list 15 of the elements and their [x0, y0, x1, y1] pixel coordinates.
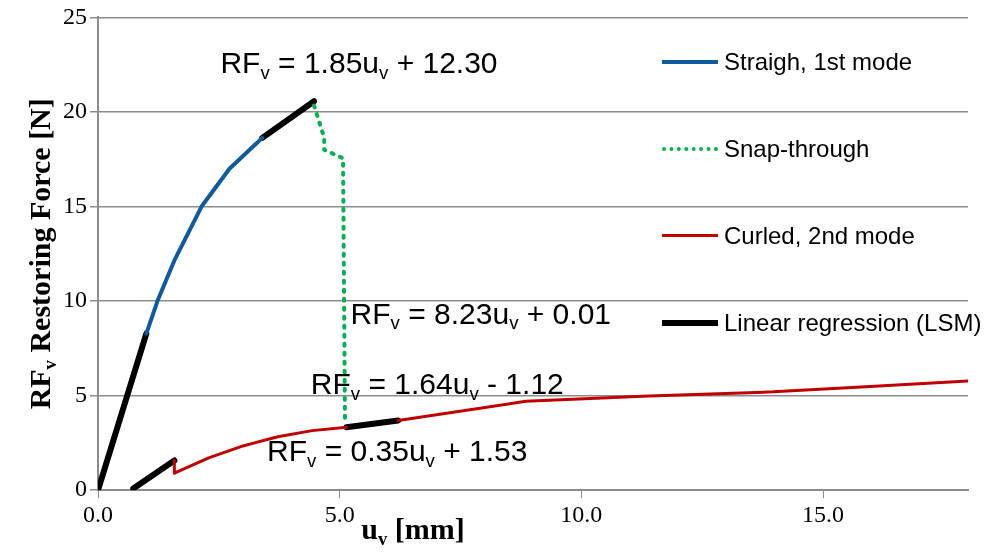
x-tick-label: 10.0	[560, 500, 603, 527]
x-tick-label: 15.0	[802, 500, 844, 527]
y-tick-label: 10	[63, 286, 87, 313]
y-tick-label: 0	[75, 475, 87, 502]
y-tick-label: 20	[63, 97, 87, 124]
y-tick-label: 5	[75, 380, 87, 407]
legend-label: Snap-through	[724, 134, 870, 163]
legend-label: Curled, 2nd mode	[724, 221, 915, 250]
legend-label: Linear regression (LSM)	[724, 308, 982, 337]
y-axis-title: RFv Restoring Force [N]	[22, 98, 60, 410]
y-tick-label: 25	[63, 2, 87, 29]
legend-label: Straigh, 1st mode	[724, 47, 913, 76]
y-tick-label: 15	[63, 191, 87, 218]
x-tick-label: 0.0	[83, 500, 113, 527]
x-tick-label: 5.0	[324, 500, 355, 527]
